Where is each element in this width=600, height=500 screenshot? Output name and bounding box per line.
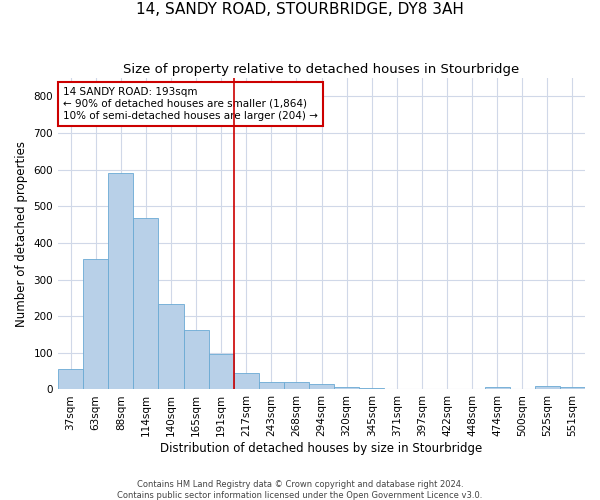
Bar (284, 382, 309, 390)
Bar (560, 388, 585, 390)
Bar (58, 370, 83, 390)
Bar (485, 386, 510, 390)
Bar (209, 354, 233, 390)
Bar (259, 382, 284, 390)
Bar (158, 304, 184, 390)
Text: Contains HM Land Registry data © Crown copyright and database right 2024.
Contai: Contains HM Land Registry data © Crown c… (118, 480, 482, 500)
Bar (334, 386, 359, 390)
Y-axis label: Number of detached properties: Number of detached properties (15, 141, 28, 327)
Bar (535, 386, 560, 390)
Text: 14 SANDY ROAD: 193sqm
← 90% of detached houses are smaller (1,864)
10% of semi-d: 14 SANDY ROAD: 193sqm ← 90% of detached … (64, 88, 318, 120)
Bar (309, 384, 334, 390)
Bar (359, 388, 384, 390)
Bar (184, 330, 209, 390)
Title: Size of property relative to detached houses in Stourbridge: Size of property relative to detached ho… (124, 62, 520, 76)
Bar (83, 258, 108, 390)
Bar (108, 174, 133, 390)
X-axis label: Distribution of detached houses by size in Stourbridge: Distribution of detached houses by size … (160, 442, 482, 455)
Bar (133, 218, 158, 390)
Text: 14, SANDY ROAD, STOURBRIDGE, DY8 3AH: 14, SANDY ROAD, STOURBRIDGE, DY8 3AH (136, 2, 464, 18)
Bar (233, 373, 259, 390)
